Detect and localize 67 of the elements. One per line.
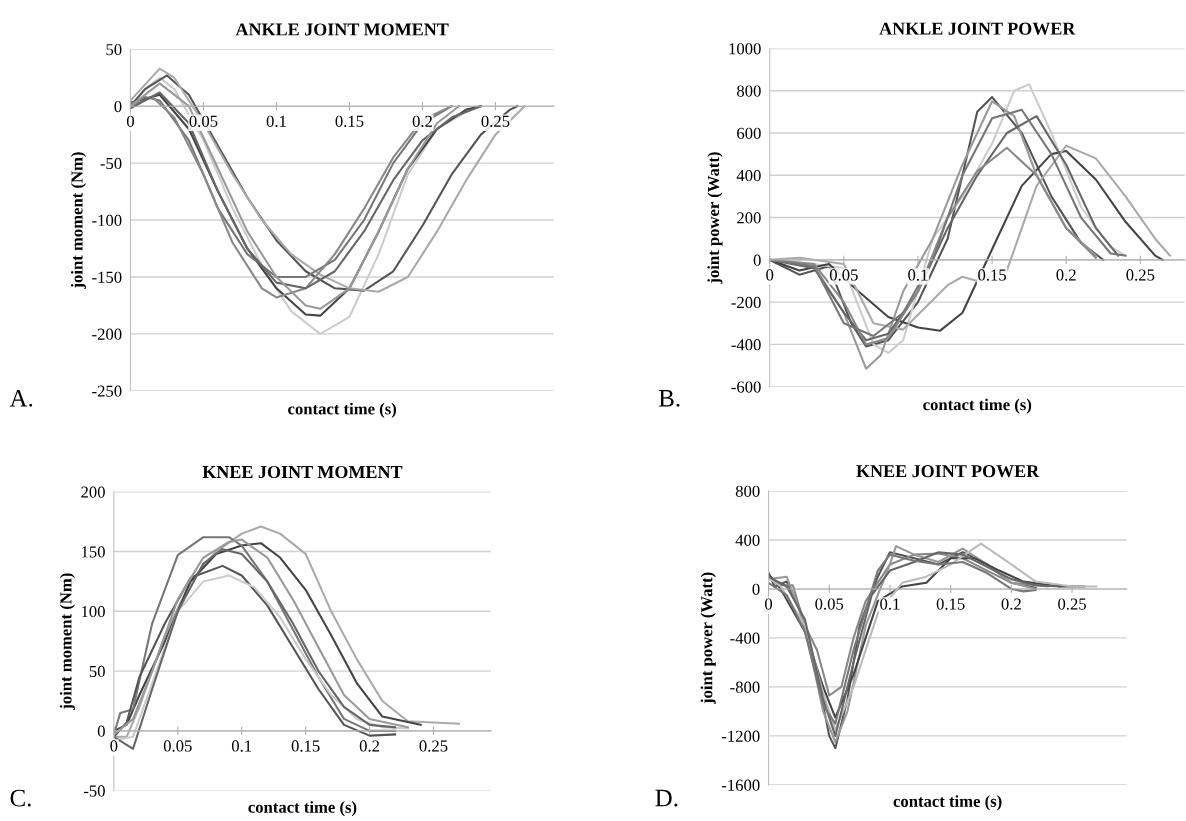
y-tick-label: 800 bbox=[735, 485, 760, 497]
y-axis-title: joint moment (Nm) bbox=[70, 152, 87, 289]
x-tick-label: 0 bbox=[765, 598, 773, 610]
x-tick-label: 0.1 bbox=[880, 598, 900, 610]
y-tick-label: 1000 bbox=[729, 43, 761, 55]
text: A. bbox=[9, 389, 33, 407]
y-tick-label: 600 bbox=[737, 127, 761, 139]
x-tick-label: 0.05 bbox=[163, 740, 192, 752]
y-tick-label: 0 bbox=[753, 254, 761, 266]
x-tick-label: 0 bbox=[766, 269, 774, 281]
y-tick-label: 50 bbox=[89, 665, 105, 678]
y-tick-label: -50 bbox=[100, 157, 122, 170]
x-axis-title: contact time (s) bbox=[248, 801, 357, 817]
y-tick-label: -400 bbox=[730, 632, 760, 644]
x-tick-label: 0.15 bbox=[978, 269, 1007, 281]
x-tick-label: 0.25 bbox=[1126, 269, 1155, 281]
x-tick-label: 0.2 bbox=[412, 115, 432, 128]
text: C. bbox=[10, 789, 31, 807]
x-tick-label: 0.25 bbox=[1058, 598, 1086, 610]
x-tick-label: 0.1 bbox=[266, 115, 286, 128]
x-tick-label: 0.1 bbox=[908, 269, 928, 281]
x-tick-label: 0.25 bbox=[419, 740, 448, 752]
x-axis-title: contact time (s) bbox=[893, 795, 1002, 811]
y-tick-label: -1200 bbox=[721, 730, 760, 742]
y-tick-label: 150 bbox=[81, 546, 105, 558]
y-tick-label: -250 bbox=[92, 385, 122, 397]
y-tick-label: 400 bbox=[736, 169, 761, 182]
y-axis-title: joint moment (Nm) bbox=[59, 573, 75, 710]
x-tick-label: 0.2 bbox=[1056, 269, 1076, 281]
y-tick-label: 0 bbox=[97, 725, 105, 737]
y-tick-label: 800 bbox=[737, 85, 761, 97]
y-axis-title: joint power (Watt) bbox=[707, 152, 723, 284]
x-tick-label: 0.15 bbox=[335, 115, 364, 128]
y-tick-label: -1600 bbox=[721, 779, 760, 791]
x-tick-label: 0.15 bbox=[936, 598, 965, 610]
x-tick-label: 0 bbox=[126, 115, 134, 127]
chart-title: ANKLE JOINT MOMENT bbox=[235, 23, 449, 36]
x-tick-label: 0.1 bbox=[231, 740, 252, 752]
x-tick-label: 0.05 bbox=[815, 598, 844, 610]
y-axis-title: joint power (Watt) bbox=[700, 572, 716, 705]
y-tick-label: -50 bbox=[83, 785, 105, 797]
y-tick-label: -400 bbox=[731, 339, 761, 351]
y-tick-label: 50 bbox=[106, 43, 122, 56]
y-tick-label: -200 bbox=[92, 328, 122, 340]
text: B. bbox=[658, 390, 680, 407]
chart-title: KNEE JOINT MOMENT bbox=[202, 465, 403, 479]
x-axis-title: contact time (s) bbox=[288, 402, 397, 418]
x-axis-title: contact time (s) bbox=[923, 398, 1032, 414]
y-tick-label: -150 bbox=[92, 271, 122, 283]
chart-title: KNEE JOINT POWER bbox=[856, 465, 1040, 478]
text: D. bbox=[655, 789, 678, 807]
x-tick-label: 0.2 bbox=[359, 740, 380, 752]
y-tick-label: 200 bbox=[81, 486, 105, 498]
x-tick-label: 0.15 bbox=[291, 740, 320, 752]
x-tick-label: 0.05 bbox=[829, 269, 858, 281]
chart-title: ANKLE JOINT POWER bbox=[879, 22, 1076, 35]
x-tick-label: 0.25 bbox=[481, 115, 510, 128]
y-tick-label: -100 bbox=[92, 214, 122, 226]
y-tick-label: -800 bbox=[730, 681, 760, 693]
x-tick-label: 0.2 bbox=[1001, 598, 1021, 610]
y-tick-label: 0 bbox=[114, 100, 122, 113]
y-tick-label: -600 bbox=[731, 381, 761, 393]
y-tick-label: 400 bbox=[735, 534, 760, 546]
y-tick-label: 0 bbox=[752, 583, 760, 595]
y-tick-label: 200 bbox=[737, 212, 761, 224]
y-tick-label: -200 bbox=[731, 296, 761, 309]
y-tick-label: 100 bbox=[81, 606, 105, 618]
